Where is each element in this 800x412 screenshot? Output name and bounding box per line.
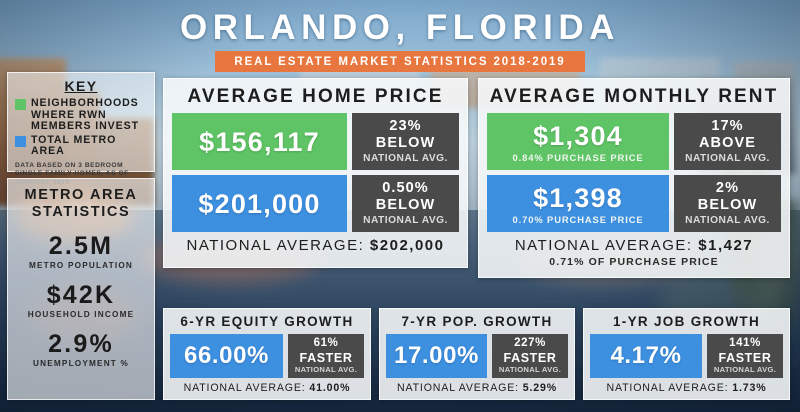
metro-area-statistics-panel: METRO AREA STATISTICS 2.5M METRO POPULAT… <box>7 178 155 400</box>
home-price-comparison-green: 23% BELOW NATIONAL AVG. <box>352 113 459 170</box>
national-average-label: NATIONAL AVERAGE: <box>606 382 733 394</box>
metro-stat-population: 2.5M METRO POPULATION <box>14 232 148 271</box>
metro-stat-value: 2.9% <box>48 330 114 358</box>
comparison-note: NATIONAL AVG. <box>294 365 358 374</box>
page-subtitle: REAL ESTATE MARKET STATISTICS 2018-2019 <box>234 55 566 68</box>
national-average-label: NATIONAL AVERAGE: <box>514 237 699 254</box>
comparison-percent: 141% <box>729 337 761 349</box>
metro-stat-value: $42K <box>46 281 116 309</box>
rent-national-average: NATIONAL AVERAGE: $1,427 <box>487 237 781 255</box>
comparison-direction: BELOW <box>375 135 436 151</box>
national-average-value: 5.29% <box>522 382 558 394</box>
equity-growth-title: 6-YR EQUITY GROWTH <box>180 314 354 329</box>
equity-growth-national-average: NATIONAL AVERAGE: 41.00% <box>170 382 364 394</box>
comparison-percent: 17% <box>711 118 744 134</box>
national-average-value: 41.00% <box>309 382 351 394</box>
home-price-value-box-blue: $201,000 <box>172 175 347 232</box>
comparison-percent: 23% <box>389 118 422 134</box>
average-monthly-rent-panel: AVERAGE MONTHLY RENT $1,304 0.84% PURCHA… <box>478 78 790 278</box>
comparison-note: NATIONAL AVG. <box>685 215 770 226</box>
average-home-price-title: AVERAGE HOME PRICE <box>187 86 444 107</box>
comparison-percent: 0.50% <box>382 180 429 196</box>
comparison-direction: FASTER <box>503 350 557 365</box>
job-growth-title: 1-YR JOB GROWTH <box>612 314 760 329</box>
home-price-value: $156,117 <box>199 126 320 157</box>
rent-value-box-green: $1,304 0.84% PURCHASE PRICE <box>487 113 669 170</box>
key-title: KEY <box>64 78 98 94</box>
legend-item-green: NEIGHBORHOODS WHERE RWN MEMBERS INVEST <box>15 97 147 133</box>
comparison-direction: FASTER <box>299 350 353 365</box>
rent-comparison-blue: 2% BELOW NATIONAL AVG. <box>674 175 781 232</box>
comparison-note: NATIONAL AVG. <box>498 365 562 374</box>
job-growth-value: 4.17% <box>590 334 702 378</box>
comparison-direction: BELOW <box>375 197 436 213</box>
population-growth-national-average: NATIONAL AVERAGE: 5.29% <box>386 382 568 394</box>
legend-swatch-green-icon <box>15 99 26 110</box>
population-growth-value: 17.00% <box>386 334 487 378</box>
legend-swatch-blue-icon <box>15 135 26 147</box>
home-price-value-box-green: $156,117 <box>172 113 347 170</box>
comparison-direction: FASTER <box>718 350 772 365</box>
metro-stat-household-income: $42K HOUSEHOLD INCOME <box>14 281 148 320</box>
comparison-note: NATIONAL AVG. <box>363 153 448 164</box>
metro-stat-label: UNEMPLOYMENT % <box>33 359 129 368</box>
home-price-comparison-blue: 0.50% BELOW NATIONAL AVG. <box>352 175 459 232</box>
legend-item-blue: TOTAL METRO AREA <box>15 133 147 158</box>
job-growth-comparison: 141% FASTER NATIONAL AVG. <box>707 334 783 378</box>
job-growth-panel: 1-YR JOB GROWTH 4.17% 141% FASTER NATION… <box>583 308 790 400</box>
metro-stat-label: METRO POPULATION <box>28 261 134 270</box>
comparison-direction: ABOVE <box>698 135 757 151</box>
job-growth-national-average: NATIONAL AVERAGE: 1.73% <box>590 382 783 394</box>
header: ORLANDO, FLORIDA REAL ESTATE MARKET STAT… <box>0 0 800 72</box>
population-growth-row: 17.00% 227% FASTER NATIONAL AVG. <box>386 334 568 378</box>
metro-stat-value: 2.5M <box>48 232 114 260</box>
rent-national-average-subtext: 0.71% OF PURCHASE PRICE <box>549 256 719 268</box>
rent-value: $1,398 <box>533 182 623 213</box>
rent-value-box-blue: $1,398 0.70% PURCHASE PRICE <box>487 175 669 232</box>
home-price-row-metro: $201,000 0.50% BELOW NATIONAL AVG. <box>172 175 459 232</box>
rent-value-subtext: 0.70% PURCHASE PRICE <box>512 213 644 225</box>
legend-label-blue: TOTAL METRO AREA <box>31 133 117 158</box>
rent-row-metro: $1,398 0.70% PURCHASE PRICE 2% BELOW NAT… <box>487 175 781 232</box>
average-home-price-panel: AVERAGE HOME PRICE $156,117 23% BELOW NA… <box>163 78 468 268</box>
population-growth-panel: 7-YR POP. GROWTH 17.00% 227% FASTER NATI… <box>379 308 575 400</box>
population-growth-title: 7-YR POP. GROWTH <box>401 314 553 329</box>
metro-stat-unemployment: 2.9% UNEMPLOYMENT % <box>14 330 148 369</box>
metro-stat-label: HOUSEHOLD INCOME <box>27 310 135 319</box>
job-growth-row: 4.17% 141% FASTER NATIONAL AVG. <box>590 334 783 378</box>
comparison-note: NATIONAL AVG. <box>363 215 448 226</box>
comparison-percent: 2% <box>715 180 740 196</box>
rent-row-rwn: $1,304 0.84% PURCHASE PRICE 17% ABOVE NA… <box>487 113 781 170</box>
national-average-value: $202,000 <box>369 237 445 254</box>
subtitle-banner: REAL ESTATE MARKET STATISTICS 2018-2019 <box>215 51 585 72</box>
home-price-value: $201,000 <box>198 188 321 219</box>
average-monthly-rent-title: AVERAGE MONTHLY RENT <box>489 86 779 107</box>
national-average-label: NATIONAL AVERAGE: <box>186 237 370 254</box>
national-average-label: NATIONAL AVERAGE: <box>183 382 310 394</box>
comparison-percent: 61% <box>313 337 339 349</box>
home-price-national-average: NATIONAL AVERAGE: $202,000 <box>172 237 459 255</box>
rent-value: $1,304 <box>533 120 623 151</box>
page-title: ORLANDO, FLORIDA <box>180 8 620 47</box>
comparison-direction: BELOW <box>697 197 758 213</box>
equity-growth-comparison: 61% FASTER NATIONAL AVG. <box>288 334 364 378</box>
legend-label-green: NEIGHBORHOODS WHERE RWN MEMBERS INVEST <box>31 97 139 133</box>
key-legend-panel: KEY NEIGHBORHOODS WHERE RWN MEMBERS INVE… <box>7 72 155 186</box>
comparison-percent: 227% <box>514 337 546 349</box>
comparison-note: NATIONAL AVG. <box>713 365 777 374</box>
rent-comparison-green: 17% ABOVE NATIONAL AVG. <box>674 113 781 170</box>
equity-growth-value: 66.00% <box>170 334 283 378</box>
national-average-label: NATIONAL AVERAGE: <box>396 382 523 394</box>
national-average-value: $1,427 <box>698 237 754 254</box>
metro-statistics-title: METRO AREA STATISTICS <box>24 187 138 220</box>
rent-value-subtext: 0.84% PURCHASE PRICE <box>512 151 644 163</box>
equity-growth-row: 66.00% 61% FASTER NATIONAL AVG. <box>170 334 364 378</box>
population-growth-comparison: 227% FASTER NATIONAL AVG. <box>492 334 568 378</box>
home-price-row-rwn: $156,117 23% BELOW NATIONAL AVG. <box>172 113 459 170</box>
equity-growth-panel: 6-YR EQUITY GROWTH 66.00% 61% FASTER NAT… <box>163 308 371 400</box>
comparison-note: NATIONAL AVG. <box>685 153 770 164</box>
national-average-value: 1.73% <box>732 382 767 394</box>
